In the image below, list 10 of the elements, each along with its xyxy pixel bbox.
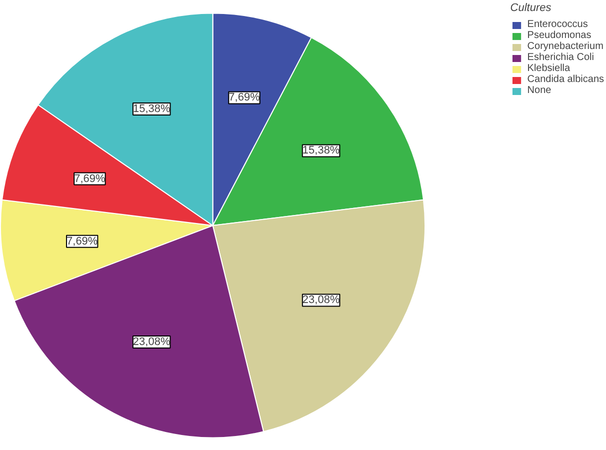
data-label: 7,69%	[74, 172, 106, 185]
legend-label: None	[527, 85, 552, 96]
legend-title: Cultures	[510, 2, 552, 14]
legend-label: Corynebacterium	[527, 41, 604, 52]
legend-label: Pseudomonas	[527, 30, 592, 41]
legend-label: Enterococcus	[527, 19, 588, 30]
legend-label: Esherichia Coli	[527, 52, 594, 63]
legend-label: Klebsiella	[527, 63, 570, 74]
data-label: 7,69%	[228, 92, 260, 104]
legend-label: Candida albicans	[527, 74, 604, 85]
